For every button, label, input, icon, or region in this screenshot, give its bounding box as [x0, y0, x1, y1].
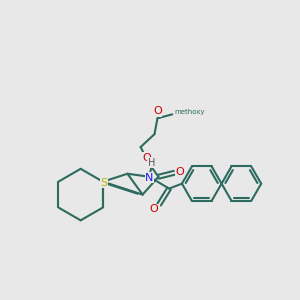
Text: H: H [148, 158, 155, 168]
Text: O: O [142, 153, 151, 163]
Text: O: O [153, 106, 162, 116]
Text: O: O [150, 204, 159, 214]
Text: O: O [176, 167, 184, 177]
Text: N: N [145, 173, 153, 183]
Text: methoxy: methoxy [174, 110, 205, 116]
Text: S: S [100, 178, 107, 188]
